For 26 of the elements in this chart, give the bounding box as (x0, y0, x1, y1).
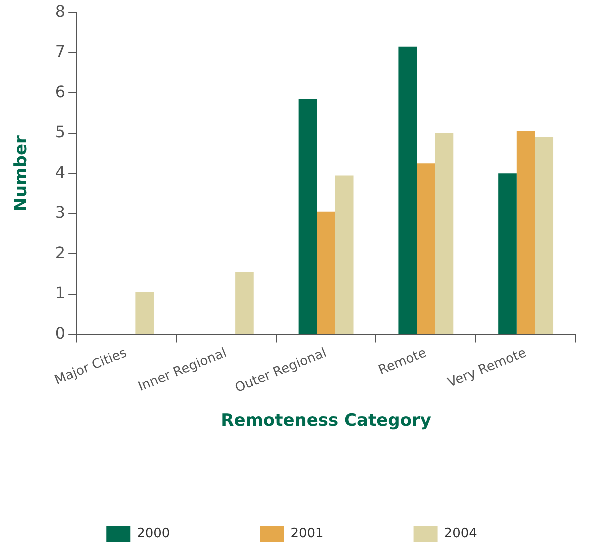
bar (335, 176, 354, 334)
y-tick-label: 8 (55, 2, 66, 21)
y-tick-label: 7 (55, 42, 66, 62)
bar (136, 292, 154, 334)
bar (435, 133, 454, 334)
y-tick-label: 6 (55, 82, 66, 102)
bar (236, 272, 254, 334)
bar (417, 164, 436, 334)
bar (516, 131, 536, 334)
y-tick-label: 0 (55, 324, 66, 343)
bar (398, 46, 418, 334)
bar (498, 174, 517, 334)
y-tick-label: 5 (55, 122, 66, 142)
x-tick-label: Major Cities (52, 346, 130, 388)
y-tick-label: 2 (55, 243, 66, 262)
bar (535, 137, 554, 334)
bar (298, 99, 318, 334)
y-axis-title: Number (12, 135, 32, 212)
y-tick-label: 4 (55, 162, 66, 182)
legend-label: 2000 (137, 526, 170, 542)
x-axis-title: Remoteness Category (221, 411, 432, 432)
y-tick-label: 1 (55, 284, 66, 303)
legend-label: 2001 (290, 526, 324, 542)
legend-label: 2004 (444, 526, 478, 542)
y-tick-label: 3 (55, 203, 66, 222)
bar (317, 212, 336, 334)
